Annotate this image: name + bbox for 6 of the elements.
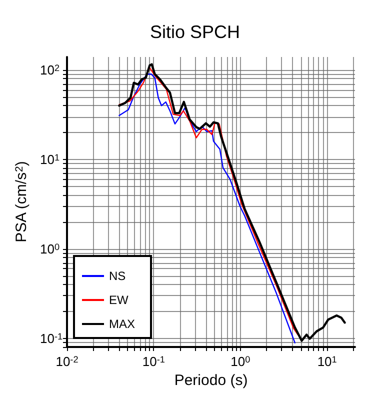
legend-label: EW — [109, 293, 130, 307]
legend-label: MAX — [109, 317, 136, 331]
legend-label: NS — [109, 269, 126, 283]
chart-title: Sitio SPCH — [150, 22, 240, 42]
y-axis-title: PSA (cm/s2) — [13, 161, 30, 242]
x-axis-title: Periodo (s) — [174, 372, 248, 389]
